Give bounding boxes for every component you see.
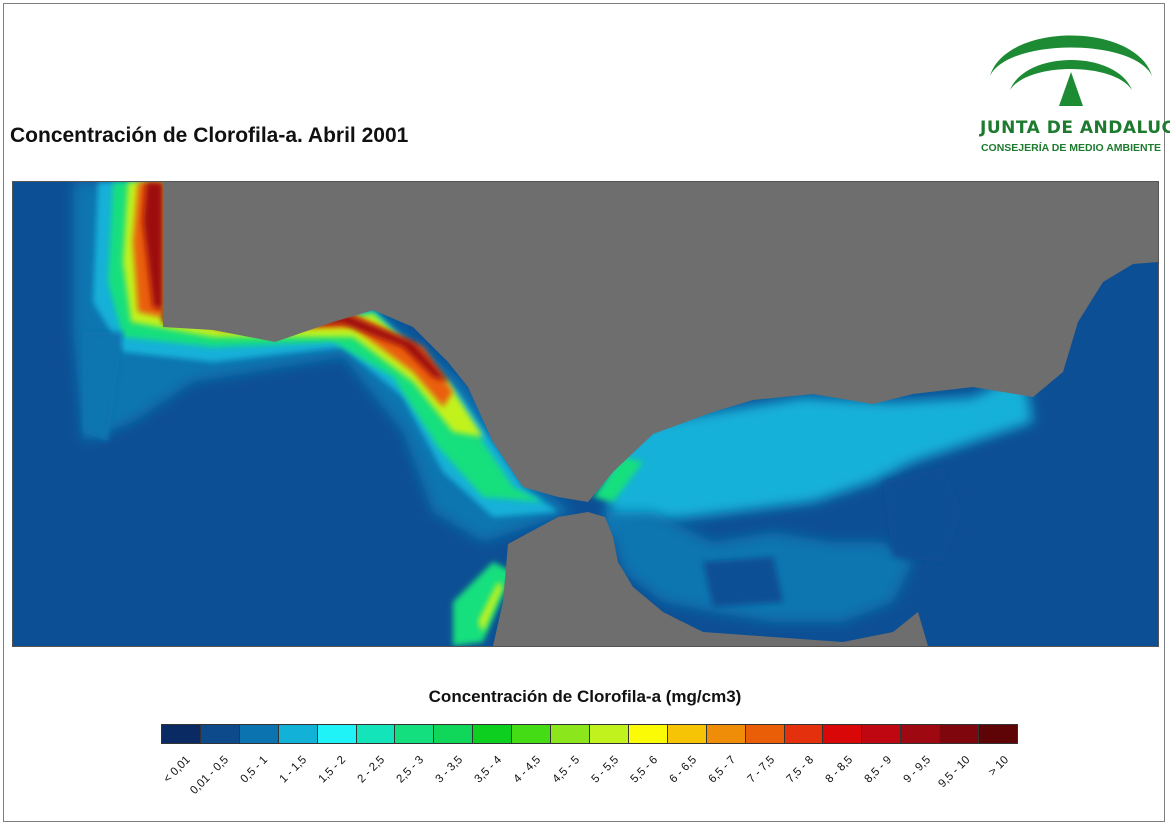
junta-andalucia-arch-logo-icon [990, 35, 1152, 106]
legend-swatch [706, 725, 746, 743]
legend-swatch [473, 725, 513, 743]
junta-logo: JUNTA DE ANDALUCIA CONSEJERÍA DE MEDIO A… [980, 14, 1170, 159]
legend-label: 5 - 5,5 [589, 754, 622, 786]
legend-swatch [317, 725, 357, 743]
legend-label: 6 - 6,5 [667, 754, 699, 786]
legend-swatch [512, 725, 552, 743]
legend-swatch [901, 725, 941, 743]
legend-label: 2 - 2,5 [355, 754, 388, 786]
legend-label: 2,5 - 3 [394, 754, 427, 786]
legend-swatch [979, 725, 1017, 743]
legend-label: 3 - 3,5 [433, 754, 466, 786]
legend-swatch [745, 725, 785, 743]
legend-label: 7,5 - 8 [784, 754, 816, 786]
legend-swatch [667, 725, 707, 743]
legend-swatch [628, 725, 668, 743]
legend-label: 5,5 - 6 [628, 754, 661, 786]
alboran-dark-patch-2 [883, 467, 963, 562]
legend-label: < 0,01 [161, 754, 194, 786]
logo-subtitle: CONSEJERÍA DE MEDIO AMBIENTE [980, 142, 1162, 154]
legend-swatch [278, 725, 318, 743]
legend-swatch [395, 725, 435, 743]
legend-label: 0,5 - 1 [238, 754, 271, 786]
alboran-dark-patch [703, 557, 783, 607]
legend-swatch [823, 725, 863, 743]
legend-swatch [356, 725, 396, 743]
legend-swatch [862, 725, 902, 743]
moroccan-atlantic-yellow [478, 582, 503, 632]
chlorophyll-map-canvas [13, 182, 1158, 646]
legend-swatch [940, 725, 980, 743]
legend-title: Concentración de Clorofila-a (mg/cm3) [428, 687, 742, 706]
legend-label: 1,5 - 2 [316, 754, 349, 786]
north-africa-land [493, 512, 928, 646]
legend-label: 6,5 - 7 [706, 754, 738, 786]
legend-label: 3,5 - 4 [472, 754, 505, 786]
legend-label: 0,01 - 0,5 [188, 754, 232, 797]
page-title: Concentración de Clorofila-a. Abril 2001 [10, 124, 409, 147]
legend-label: 9 - 9,5 [901, 754, 933, 786]
legend-swatch [589, 725, 629, 743]
legend-swatch [784, 725, 824, 743]
legend-swatch [434, 725, 474, 743]
atlantic-red-band [143, 182, 449, 382]
legend-label: 8,5 - 9 [862, 754, 894, 786]
legend-label: 9,5 - 10 [935, 754, 973, 791]
legend-label: 4 - 4,5 [511, 754, 544, 786]
legend-swatch [162, 725, 201, 743]
legend-label: 1 - 1,5 [277, 754, 310, 786]
legend-swatch [551, 725, 590, 743]
chlorophyll-map [12, 181, 1159, 647]
legend-swatch [200, 725, 240, 743]
iberian-land [163, 182, 1158, 502]
legend-label: 7 - 7,5 [745, 754, 777, 786]
legend-label: > 10 [986, 754, 1011, 779]
legend-swatch [239, 725, 279, 743]
alboran-cyan-zone [603, 372, 1033, 532]
atlantic-green-band [108, 182, 543, 502]
portuguese-shelf [83, 332, 123, 442]
legend-label: 8 - 8,5 [823, 754, 855, 786]
legend-label: 4,5 - 5 [550, 754, 583, 786]
ceuta-green [593, 457, 643, 502]
legend-color-bar [161, 724, 1018, 744]
logo-name: JUNTA DE ANDALUCIA [980, 118, 1170, 138]
